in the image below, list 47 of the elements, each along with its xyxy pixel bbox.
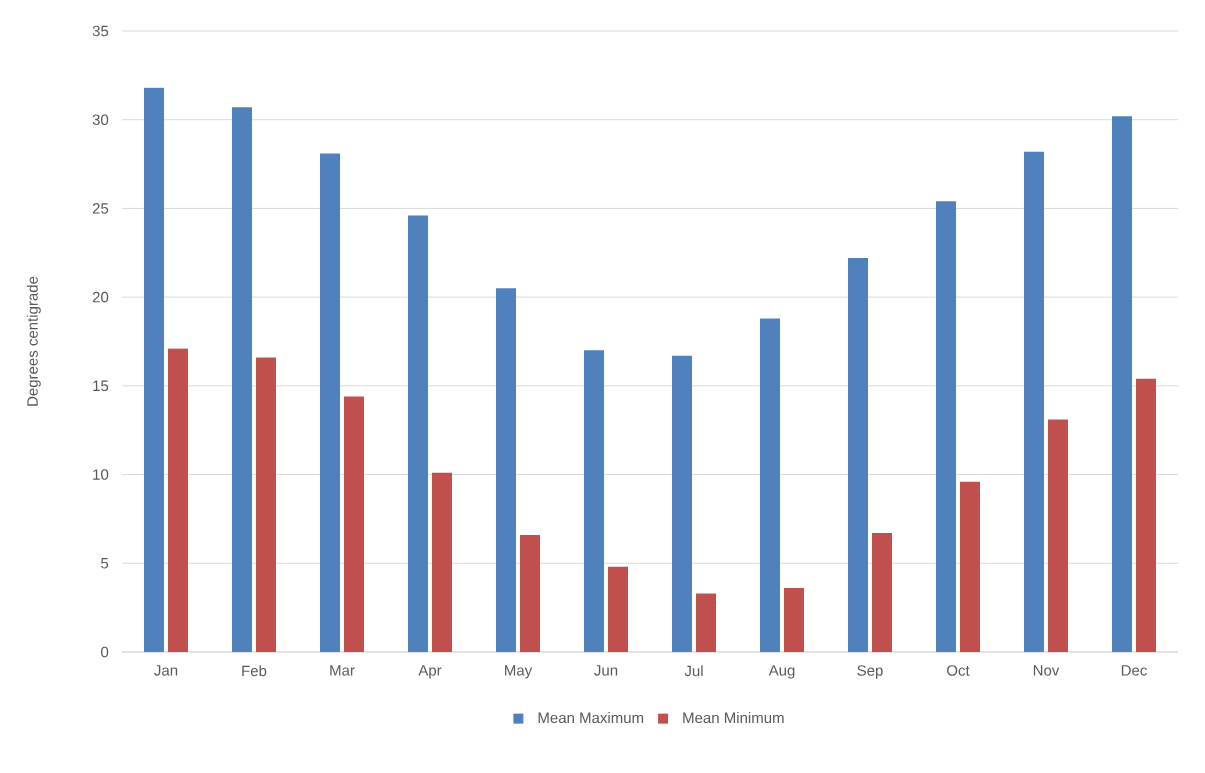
x-tick-label: May [505,665,533,679]
bar [696,593,716,652]
bar [432,472,452,652]
x-tick-label: Jun [594,665,618,676]
legend-label: Mean Maximum [538,712,644,724]
bar [344,396,364,652]
x-tick-label: Nov [1033,665,1060,676]
bar [935,201,956,652]
x-tick-label: Jan [154,665,178,676]
x-tick-label: Oct [947,665,970,676]
bar [1047,419,1068,652]
x-tick-label: Dec [1121,665,1147,676]
bar [672,355,692,652]
y-tick-label: 15 [93,380,109,392]
x-tick-label: Feb [242,665,267,677]
y-axis-title: Degrees centigrade [26,276,41,406]
bar [847,258,868,652]
x-tick-label: Sep [857,665,883,679]
bar [784,588,804,652]
bar [496,288,516,652]
bar [1135,378,1156,652]
bar [871,533,892,652]
bar [408,215,428,652]
bar [959,481,980,652]
x-tick-label: Aug [768,665,795,679]
y-tick-label: 35 [92,25,109,37]
bar [256,357,276,652]
bar [320,153,340,652]
y-tick-label: 30 [92,114,109,126]
bar [232,107,253,652]
y-tick-label: 0 [101,646,109,658]
bar [1111,116,1132,652]
x-tick-label: Jul [684,665,703,677]
bar [168,348,189,652]
y-tick-label: 20 [92,291,109,303]
y-tick-label: 5 [101,558,109,569]
bar [144,87,165,652]
y-tick-label: 10 [93,469,109,480]
x-tick-label: Mar [330,665,355,676]
legend-label: Mean Minimum [683,712,784,724]
bar [608,566,628,652]
bar [584,350,604,652]
bar [1023,151,1044,652]
y-tick-label: 25 [92,203,109,214]
bar [520,534,540,652]
x-tick-label: Apr [418,665,442,679]
bar [760,318,780,652]
